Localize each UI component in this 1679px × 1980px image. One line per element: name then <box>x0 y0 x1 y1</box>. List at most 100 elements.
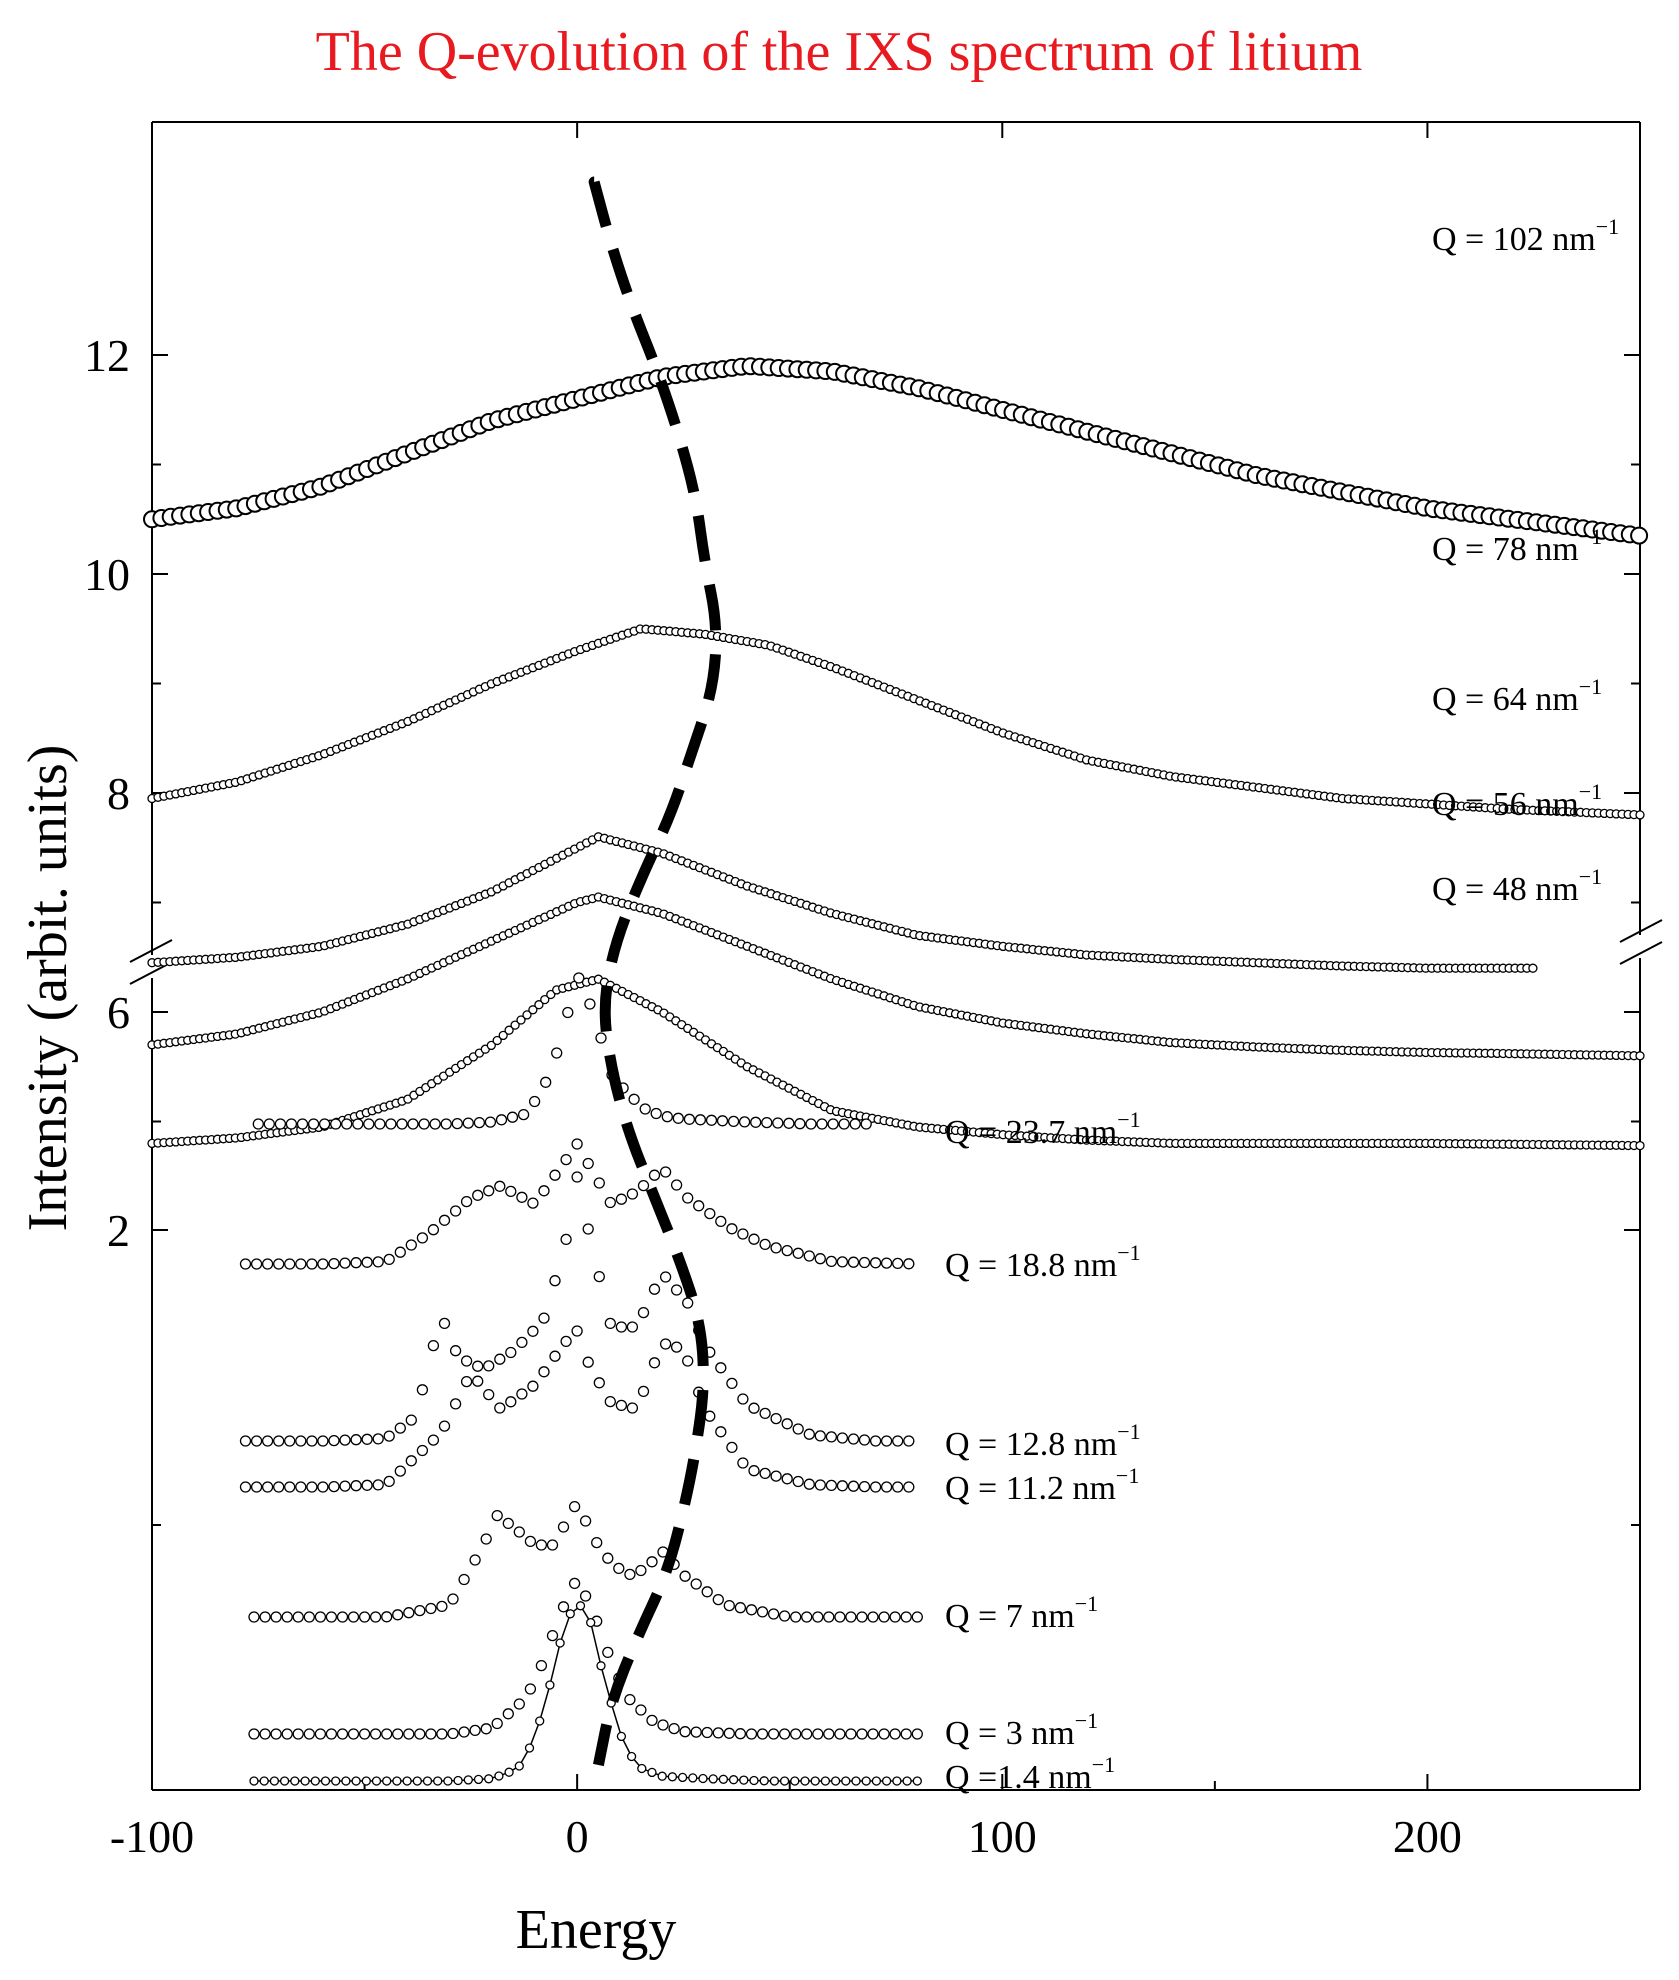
data-point <box>506 1111 519 1123</box>
data-point <box>582 1356 594 1368</box>
data-point <box>513 1526 525 1538</box>
data-point <box>615 1193 628 1205</box>
q-label: Q = 56 nm−1 <box>1432 779 1602 823</box>
series-line <box>254 1604 918 1782</box>
data-point <box>555 1638 565 1648</box>
data-point <box>834 1728 846 1740</box>
data-point <box>881 1776 892 1786</box>
data-point <box>737 1393 749 1405</box>
data-point <box>517 1108 530 1121</box>
data-point <box>637 1306 650 1319</box>
data-point <box>593 1270 605 1283</box>
y-tick-label: 8 <box>107 768 130 819</box>
data-point <box>392 1728 404 1740</box>
data-point <box>792 1247 804 1259</box>
data-point <box>679 1570 691 1582</box>
data-point <box>659 1271 672 1283</box>
data-point <box>584 998 596 1010</box>
dispersion-curve <box>588 176 722 1767</box>
data-point <box>369 1728 382 1740</box>
q-label-text: Q = 102 nm <box>1432 221 1596 258</box>
data-point <box>635 1704 647 1716</box>
data-point <box>295 1258 307 1270</box>
data-point <box>317 1258 329 1270</box>
data-point <box>814 1479 826 1491</box>
data-point <box>892 1435 904 1447</box>
data-point <box>801 1728 813 1740</box>
data-point <box>300 1776 310 1786</box>
data-point <box>892 1481 904 1493</box>
data-point <box>250 1258 263 1270</box>
data-point <box>836 1432 849 1444</box>
data-point <box>538 1185 550 1197</box>
data-point <box>514 1761 524 1771</box>
y-tick-label: 12 <box>84 330 130 381</box>
data-point <box>317 1481 329 1493</box>
data-point <box>770 1470 782 1482</box>
data-point <box>273 1481 285 1493</box>
data-point <box>361 1433 373 1445</box>
data-point <box>800 1776 810 1786</box>
data-point <box>494 1180 506 1192</box>
data-point <box>712 1593 724 1606</box>
q-label-exponent: −1 <box>1116 1463 1139 1488</box>
data-point <box>473 1116 486 1129</box>
data-point <box>586 1617 596 1628</box>
q-label: Q = 11.2 nm−1 <box>945 1463 1139 1507</box>
data-point <box>524 1743 535 1753</box>
data-point <box>557 1521 570 1533</box>
data-point <box>737 1457 749 1469</box>
data-point <box>534 1000 544 1010</box>
data-point <box>382 1776 392 1786</box>
data-point <box>528 1005 538 1015</box>
data-point <box>690 1578 702 1590</box>
data-point <box>528 1095 541 1108</box>
data-point <box>436 1600 448 1613</box>
data-point <box>794 1118 806 1130</box>
data-point <box>331 1776 341 1786</box>
data-point <box>759 1238 771 1251</box>
data-point <box>374 1118 386 1130</box>
data-point <box>339 1434 351 1446</box>
data-point <box>723 1599 735 1612</box>
data-point <box>436 1728 448 1740</box>
chart-title: The Q-evolution of the IXS spectrum of l… <box>316 21 1363 83</box>
data-point <box>290 1776 300 1786</box>
data-point <box>440 1118 452 1130</box>
data-point <box>361 1256 373 1268</box>
data-point <box>705 1114 718 1126</box>
q-label-text: Q = 64 nm <box>1432 681 1579 718</box>
q-label: Q = 23.7 nm−1 <box>945 1107 1141 1151</box>
data-point <box>825 1255 838 1268</box>
data-point <box>648 1169 661 1181</box>
data-point <box>292 1611 304 1623</box>
data-point <box>325 1728 338 1740</box>
data-point <box>336 1611 349 1623</box>
break-mark-right-2 <box>1619 941 1663 965</box>
data-point <box>639 1103 651 1115</box>
data-point <box>425 1728 437 1740</box>
data-point <box>351 1776 361 1786</box>
q-label-text: Q = 48 nm <box>1432 871 1579 908</box>
data-point <box>252 1118 264 1130</box>
data-point <box>486 1040 496 1051</box>
q-label-text: Q = 7 nm <box>945 1598 1075 1635</box>
data-point <box>328 1257 340 1270</box>
data-point <box>836 1256 849 1268</box>
data-point <box>396 1118 408 1130</box>
data-point <box>307 1118 320 1130</box>
series-10 <box>248 1577 923 1740</box>
data-point <box>579 1515 592 1527</box>
data-point <box>851 1776 861 1786</box>
data-point <box>616 1731 627 1742</box>
data-point <box>250 1435 263 1447</box>
q-label-text: Q = 78 nm <box>1432 531 1579 568</box>
data-point <box>834 1611 846 1623</box>
data-point <box>248 1728 260 1740</box>
data-point <box>759 1776 769 1786</box>
break-mark-right-1 <box>1619 919 1663 943</box>
data-point <box>405 1239 417 1251</box>
data-point <box>770 1412 782 1425</box>
data-point <box>320 1776 331 1786</box>
data-point <box>718 1774 729 1784</box>
